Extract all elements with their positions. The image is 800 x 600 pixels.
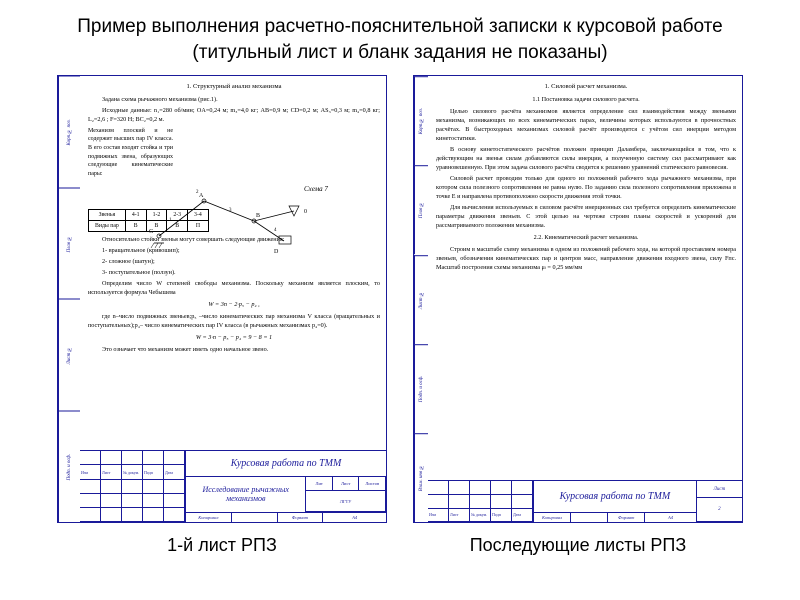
page1-wdesc: где n–число подвижных звеньев;p₅ –число … (88, 313, 380, 331)
title-block-1: ИзмЛист№ докум.ПодпДата Курсовая работа … (80, 450, 386, 522)
side-tab: Подп. и осф. (414, 344, 428, 433)
caption-left: 1-й лист РПЗ (57, 535, 387, 556)
side-tabs-1: Корп.№ поз. Плав № Лист № Подп. и осф. (58, 76, 80, 522)
captions-row: 1-й лист РПЗ Последующие листы РПЗ (0, 523, 800, 556)
page2-p5: Строим в масштабе схему механизма в одно… (436, 246, 736, 273)
page2-content: 1. Силовой расчет механизма. 1.1 Постано… (436, 82, 736, 480)
side-tab: Подп. и осф. (58, 411, 80, 523)
formula1: W = 3n − 2·p₅ − p₄ , (88, 301, 380, 310)
side-tab: Лист № (414, 255, 428, 344)
slide-title: Пример выполнения расчетно-пояснительной… (0, 0, 800, 75)
side-tab: Корп.№ поз. (414, 76, 428, 165)
page1-conclusion: Это означает что механизм может иметь од… (88, 346, 380, 355)
title-block-2: ИзмЛист№ докум.ПодпДата Курсовая работа … (428, 480, 742, 522)
svg-text:A: A (199, 193, 204, 199)
tb-subtitle: Исследование рычажных механизмов (186, 477, 306, 512)
list-item: 2- сложное (шатун); (88, 258, 380, 267)
page1-h1: 1. Структурный анализ механизма (88, 82, 380, 91)
svg-text:B: B (256, 213, 260, 219)
caption-right: Последующие листы РПЗ (413, 535, 743, 556)
side-tab: Взам. инв № (414, 433, 428, 522)
page2-h1: 1. Силовой расчет механизма. (436, 82, 736, 91)
doc-page-1: Корп.№ поз. Плав № Лист № Подп. и осф. 1… (57, 75, 387, 523)
side-tab: Плав № (414, 165, 428, 254)
page1-content: 1. Структурный анализ механизма Задана с… (88, 82, 380, 450)
doc-page-2: Корп.№ поз. Плав № Лист № Подп. и осф. В… (413, 75, 743, 523)
svg-text:D: D (274, 249, 279, 255)
page1-intro: Задана схема рычажного механизма (рис.1)… (88, 96, 380, 105)
page2-h2a: 1.1 Постановка задачи силового расчета. (436, 96, 736, 105)
side-tabs-2: Корп.№ поз. Плав № Лист № Подп. и осф. В… (414, 76, 428, 522)
tb-main-title: Курсовая работа по ТММ (186, 451, 386, 477)
page2-p1: Целью силового расчёта механизмов являет… (436, 108, 736, 144)
list-item: 3- поступательное (ползун). (88, 269, 380, 278)
page2-p4: Для вычисления используемых в силовом ра… (436, 204, 736, 231)
svg-text:1: 1 (169, 218, 172, 223)
tb-main-title-2: Курсовая работа по ТММ (534, 481, 696, 512)
svg-text:G: G (149, 229, 154, 235)
svg-text:0: 0 (304, 209, 307, 215)
side-tab: Плав № (58, 188, 80, 300)
page1-data: Исходные данные: n₁=280 об/мин; OA=0,24 … (88, 107, 380, 125)
page1-wtext: Определим число W степеней свободы механ… (88, 280, 380, 298)
page2-h2b: 2.2. Кинематический расчет механизма. (436, 234, 736, 243)
svg-text:4: 4 (274, 228, 277, 233)
svg-text:Схема 7: Схема 7 (304, 185, 328, 193)
side-tab: Корп.№ поз. (58, 76, 80, 188)
page2-p2: В основу кинетостатического расчётов пол… (436, 146, 736, 173)
mechanism-scheme: Схема 7 G A 2 B (88, 127, 380, 205)
page2-p3: Силовой расчет проводим только для одног… (436, 175, 736, 202)
pages-container: Корп.№ поз. Плав № Лист № Подп. и осф. 1… (0, 75, 800, 523)
side-tab: Лист № (58, 299, 80, 411)
formula2: W = 3·n − p₅ − p₄ = 9 − 8 = 1 (88, 334, 380, 343)
